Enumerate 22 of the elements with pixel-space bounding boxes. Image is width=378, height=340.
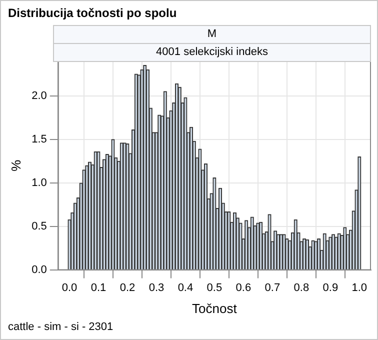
x-tick-label: 0.1 — [90, 282, 106, 294]
x-axis-title: Točnost — [192, 300, 238, 316]
text: 4001 selekcijski indeks — [53, 43, 371, 62]
y-tick-label: 1.5 — [32, 133, 47, 146]
y-tick-label: 1.0 — [32, 177, 47, 190]
y-tick-label: 0.0 — [32, 264, 47, 276]
y-tick-label: 2.0 — [32, 90, 47, 102]
text: cattle - sim - si - 2301 — [8, 321, 114, 333]
x-tick-label: 0.6 — [236, 282, 252, 294]
x-tick-label: 0.8 — [294, 282, 310, 294]
y-axis-title: % — [8, 159, 24, 172]
x-tick-label: 0.2 — [120, 282, 136, 294]
y-tick-label: 0.5 — [32, 220, 47, 233]
x-tick-label: 0.9 — [322, 282, 338, 294]
x-tick-label: 0.5 — [206, 282, 222, 294]
x-tick-label: 0.3 — [148, 282, 164, 294]
chart-title: Distribucija točnosti po spolu — [8, 6, 177, 20]
x-tick-label: 0.0 — [62, 282, 78, 294]
x-tick-label: 0.4 — [178, 282, 194, 294]
x-tick-label: 1.0 — [352, 282, 368, 294]
x-tick-label: 0.7 — [264, 282, 280, 294]
chart-subtitle: M — [53, 25, 371, 44]
